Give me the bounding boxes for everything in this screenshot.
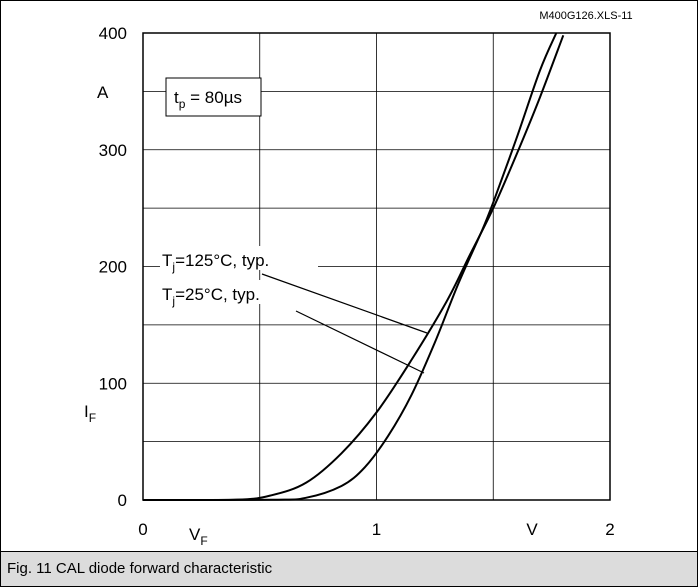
- plot-border: [142, 32, 611, 501]
- x-axis-label-sub: F: [200, 534, 207, 548]
- series-2-label-sub: j: [171, 294, 175, 308]
- condition-sub: p: [179, 97, 186, 111]
- y-axis-label: IF: [84, 402, 96, 425]
- x-axis-label-main: V: [189, 525, 201, 544]
- x-axis-label: VF: [189, 525, 208, 548]
- series-1-leader-line: [261, 273, 428, 334]
- series-2-leader-line: [295, 310, 425, 374]
- y-tick-label: 300: [99, 141, 127, 160]
- series-1-label: Tj=125°C, typ.: [162, 251, 269, 274]
- y-axis-label-main: I: [84, 402, 89, 421]
- y-tick-label: 0: [118, 491, 127, 510]
- y-tick-label: 100: [99, 374, 127, 393]
- x-tick-label: 2: [605, 520, 614, 539]
- caption-bar: Fig. 11 CAL diode forward characteristic: [1, 551, 697, 586]
- x-tick-label: 0: [138, 520, 147, 539]
- y-tick-label: 200: [99, 258, 127, 277]
- y-tick-label: 400: [99, 24, 127, 43]
- series-1-label-main: T: [162, 251, 172, 270]
- tick-labels: 0 100 200 300 400 0 1 2: [99, 24, 615, 539]
- condition-rest: = 80µs: [185, 88, 242, 107]
- condition-box: [165, 77, 262, 117]
- curves: [142, 32, 565, 502]
- source-id: M400G126.XLS-11: [539, 10, 632, 22]
- x-unit: V: [526, 520, 538, 539]
- series-2-label-rest: =25°C, typ.: [175, 285, 260, 304]
- y-unit: A: [97, 83, 109, 102]
- series-2-curve: [142, 32, 558, 502]
- series-1-curve: [142, 34, 565, 502]
- condition-label: tp = 80µs: [174, 88, 242, 111]
- series-2-label-main: T: [162, 285, 172, 304]
- series-2-label: Tj=25°C, typ.: [162, 285, 260, 308]
- condition-main: t: [174, 88, 179, 107]
- series-1-label-bg: [160, 246, 318, 270]
- figure-caption: Fig. 11 CAL diode forward characteristic: [7, 560, 273, 577]
- series-1-label-sub: j: [171, 260, 175, 274]
- series-1-label-rest: =125°C, typ.: [175, 251, 269, 270]
- y-axis-label-sub: F: [89, 411, 96, 425]
- x-tick-label: 1: [372, 520, 381, 539]
- series-2-label-bg: [160, 280, 306, 304]
